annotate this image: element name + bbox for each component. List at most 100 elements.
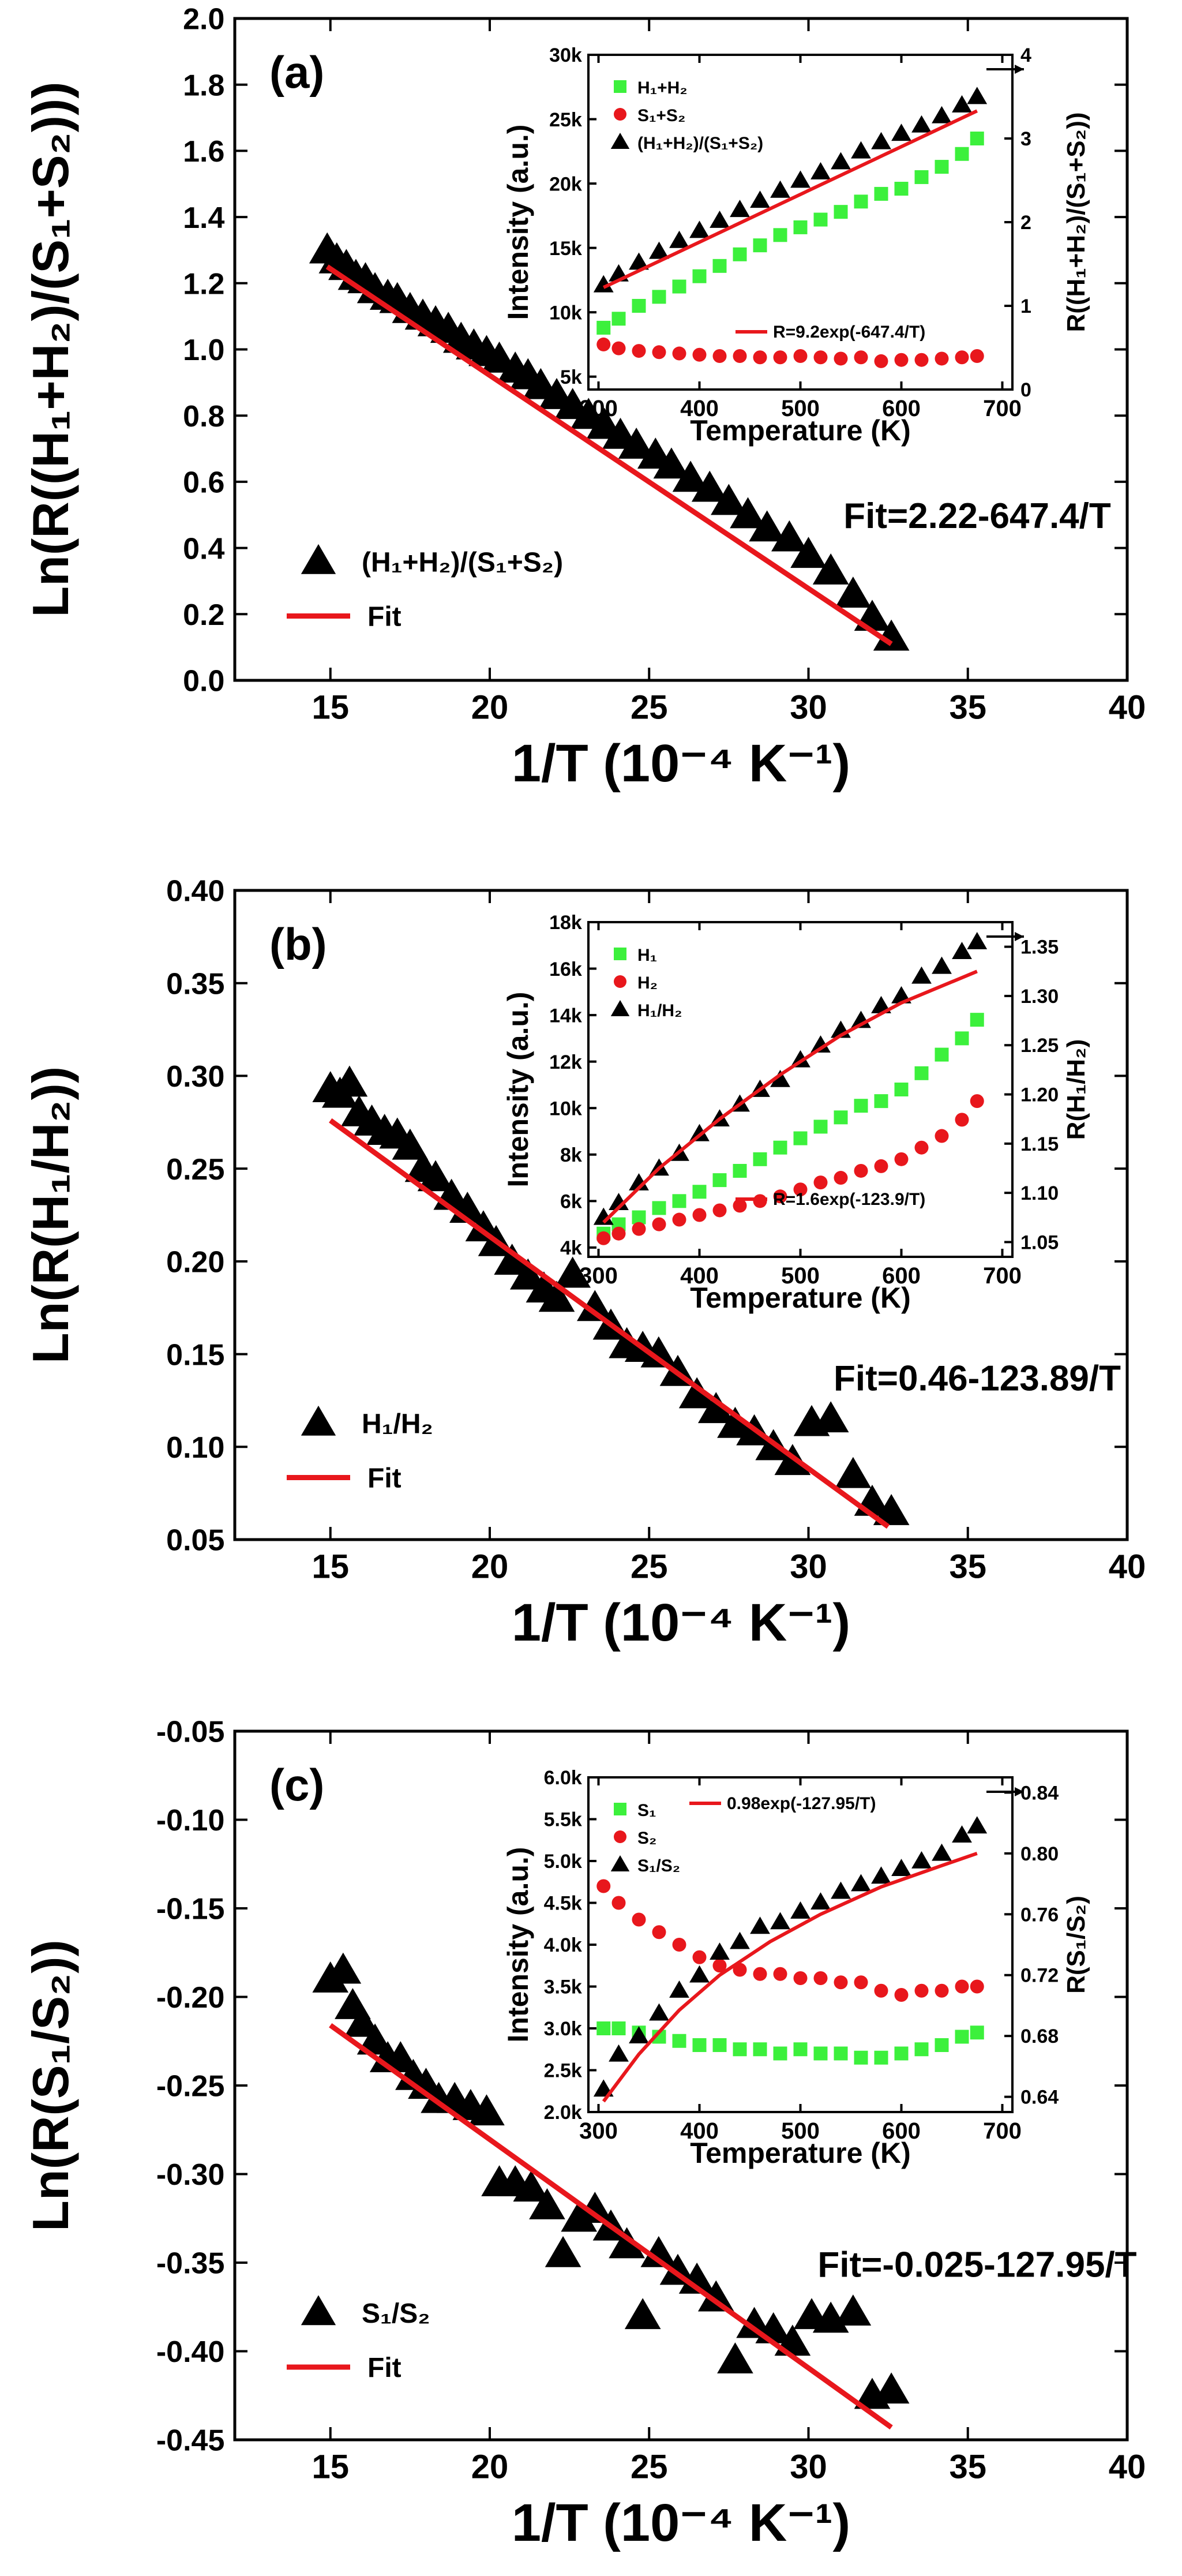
inset-ytick-label: 5.0k xyxy=(544,1851,582,1873)
inset-legend-marker xyxy=(614,1803,626,1815)
inset-fit-curve xyxy=(602,969,978,1224)
inset-ytick-label: 10k xyxy=(549,302,582,324)
main-ytick-label: 0.20 xyxy=(166,1246,224,1279)
inset-data-point xyxy=(733,2042,747,2057)
inset-data-point xyxy=(790,170,810,188)
data-point xyxy=(730,497,766,529)
inset-data-point xyxy=(894,1083,909,1096)
inset-data-point xyxy=(750,190,770,208)
inset-fit-curve xyxy=(602,109,978,289)
inset-x-axis-label: Temperature (K) xyxy=(690,1282,910,1314)
inset-data-point xyxy=(874,1983,888,1998)
legend-label-data: H₁/H₂ xyxy=(362,1409,433,1440)
fit-line xyxy=(325,264,893,646)
inset-data-point xyxy=(967,932,988,949)
data-point xyxy=(835,2294,872,2326)
inset-y2tick-label: 2 xyxy=(1020,212,1031,234)
main-ytick-label: 1.6 xyxy=(183,135,224,169)
legend-label-fit: Fit xyxy=(367,1463,401,1494)
inset-data-point xyxy=(773,1189,787,1204)
main-ytick-label: 0.05 xyxy=(166,1524,224,1557)
inset-data-point xyxy=(831,152,851,170)
inset-ytick-label: 4.0k xyxy=(544,1934,582,1956)
main-ytick-label: 0.8 xyxy=(183,400,224,433)
inset-data-point xyxy=(611,1896,626,1910)
data-point xyxy=(717,2342,753,2373)
data-point xyxy=(672,460,709,492)
inset-data-point xyxy=(911,966,932,984)
inset-data-point xyxy=(834,1171,848,1185)
data-point xyxy=(577,2192,613,2223)
inset-data-point xyxy=(970,2025,984,2040)
inset-data-point xyxy=(935,1129,949,1143)
inset-data-point xyxy=(810,1035,831,1053)
data-point xyxy=(790,537,827,568)
inset-data-point xyxy=(609,2044,629,2062)
inset-legend-label: H₁/H₂ xyxy=(637,1001,682,1020)
inset-data-point xyxy=(854,194,868,209)
data-point xyxy=(812,553,849,585)
inset-data-point xyxy=(813,350,828,365)
fit-equation: Fit=0.46-123.89/T xyxy=(834,1358,1121,1398)
inset-data-point xyxy=(813,1971,828,1985)
inset-data-point xyxy=(689,220,710,238)
inset-data-point xyxy=(692,1950,707,1964)
inset-data-point xyxy=(851,1874,871,1892)
inset-series-circle xyxy=(596,337,984,368)
inset-y-axis-label: Intensity (a.u.) xyxy=(502,992,534,1188)
main-xtick-label: 20 xyxy=(471,1548,509,1586)
inset-data-point xyxy=(773,1140,787,1155)
y-axis-label: Ln(R((H₁+H₂)/(S₁+S₂))) xyxy=(22,81,79,617)
fit-equation: Fit=2.22-647.4/T xyxy=(843,496,1111,536)
inset-series-square xyxy=(596,2021,984,2065)
inset-y2tick-label: 1.05 xyxy=(1020,1231,1059,1253)
inset-data-point xyxy=(955,147,969,161)
main-ytick-label: 0.40 xyxy=(166,875,224,908)
main-xtick-label: 25 xyxy=(631,2448,668,2486)
inset-data-point xyxy=(874,2050,888,2065)
inset-data-point xyxy=(793,349,808,363)
inset-y2-axis-label: R(S₁/S₂) xyxy=(1062,1896,1090,1994)
inset-xtick-label: 400 xyxy=(680,1263,719,1289)
main-ytick-label: -0.40 xyxy=(156,2335,225,2369)
inset-data-point xyxy=(672,2034,686,2048)
inset-data-point xyxy=(810,1892,831,1910)
inset-data-point xyxy=(692,347,707,362)
inset-data-point xyxy=(970,1013,984,1027)
inset-data-point xyxy=(773,1967,787,1981)
inset-arrow-right-axis-head xyxy=(1015,1787,1024,1796)
inset-data-point xyxy=(952,1825,972,1843)
inset-legend-marker xyxy=(610,1000,630,1016)
data-point xyxy=(835,576,872,608)
data-point xyxy=(691,470,728,502)
main-ytick-label: 0.6 xyxy=(183,466,224,500)
main-xtick-label: 30 xyxy=(790,689,827,727)
inset-arrow-right-axis-head xyxy=(1015,65,1024,74)
inset-y2tick-label: 0 xyxy=(1020,379,1031,401)
inset-y-axis-label: Intensity (a.u.) xyxy=(502,125,534,320)
inset-data-point xyxy=(712,2038,727,2052)
inset-ytick-label: 15k xyxy=(549,238,582,260)
inset-data-point xyxy=(672,1212,686,1227)
inset-xtick-label: 500 xyxy=(781,2118,820,2144)
main-ytick-label: -0.45 xyxy=(156,2424,225,2458)
x-axis-label: 1/T (10⁻⁴ K⁻¹) xyxy=(512,734,850,793)
inset-fit-curve xyxy=(602,1851,978,2103)
inset-data-point xyxy=(894,1988,909,2002)
inset-data-point xyxy=(894,182,909,196)
fit-equation: Fit=-0.025-127.95/T xyxy=(817,2245,1136,2285)
inset-data-point xyxy=(750,1916,770,1934)
inset-data-point xyxy=(935,1047,949,1062)
inset-data-point xyxy=(834,351,848,366)
inset-data-point xyxy=(813,1175,828,1190)
data-point xyxy=(835,1457,872,1488)
inset-y2tick-label: 1.15 xyxy=(1020,1133,1059,1155)
inset-data-point xyxy=(914,1983,929,1998)
inset-data-point xyxy=(753,1152,767,1166)
inset-data-point xyxy=(854,1099,868,1113)
inset-data-point xyxy=(914,1140,929,1155)
inset-data-point xyxy=(894,1152,909,1166)
inset-data-point xyxy=(733,1963,747,1977)
main-ytick-label: -0.10 xyxy=(156,1804,225,1837)
